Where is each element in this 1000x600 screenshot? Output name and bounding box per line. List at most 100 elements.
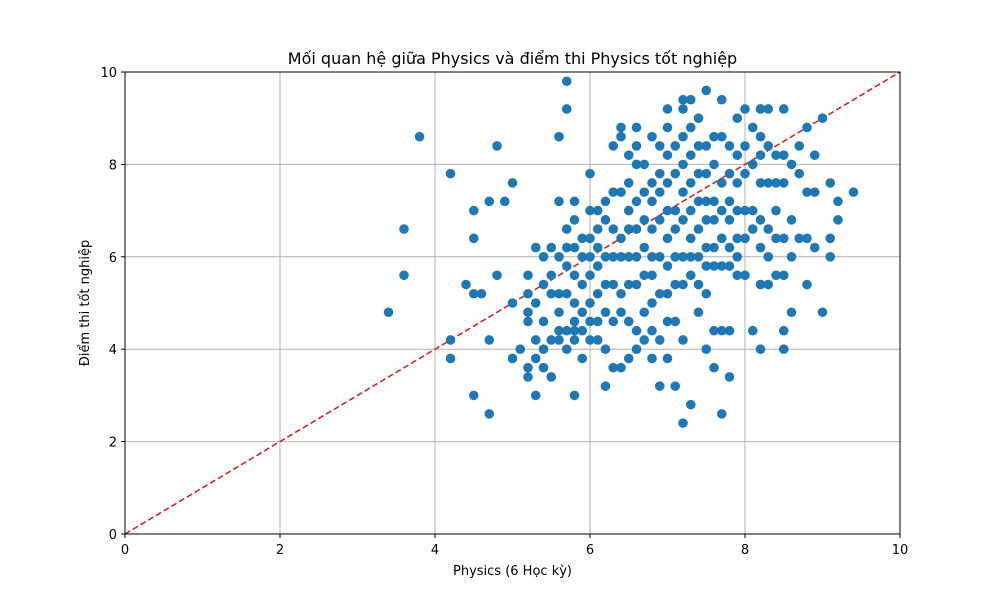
data-point: [484, 196, 495, 207]
data-point: [639, 270, 650, 281]
data-point: [468, 205, 479, 216]
data-point: [786, 159, 797, 170]
data-point: [716, 325, 727, 336]
data-point: [616, 307, 626, 318]
data-point: [569, 215, 580, 225]
data-point: [538, 362, 549, 373]
data-point: [755, 150, 766, 160]
data-point: [600, 344, 611, 355]
x-tick-label: 2: [276, 543, 284, 558]
data-point: [709, 131, 719, 142]
data-point: [670, 381, 681, 391]
data-point: [662, 150, 673, 160]
y-tick-label: 0: [109, 528, 117, 543]
data-point: [794, 168, 805, 179]
data-point: [616, 131, 626, 142]
data-point: [631, 122, 642, 133]
data-point: [561, 288, 572, 299]
data-point: [724, 372, 735, 382]
data-point: [383, 307, 394, 318]
data-point: [546, 335, 557, 345]
data-point: [771, 233, 781, 244]
data-point: [732, 205, 743, 216]
plot-frame: [124, 71, 901, 535]
data-point: [592, 316, 603, 327]
data-point: [569, 316, 580, 327]
data-point: [468, 233, 479, 244]
data-point: [709, 325, 719, 336]
data-point: [825, 233, 836, 244]
data-point: [608, 187, 619, 197]
data-point: [670, 251, 681, 262]
data-point: [647, 196, 657, 207]
data-point: [670, 141, 681, 151]
data-point: [600, 307, 611, 318]
data-point: [523, 372, 533, 382]
data-point: [778, 325, 789, 336]
data-point: [763, 251, 774, 262]
data-point: [569, 390, 580, 401]
data-point: [802, 122, 812, 133]
data-point: [569, 242, 580, 253]
data-point: [709, 362, 719, 373]
data-point: [755, 104, 766, 114]
data-point: [461, 279, 471, 290]
data-point: [561, 104, 572, 114]
data-point: [623, 251, 634, 262]
data-point: [569, 298, 580, 308]
data-point: [561, 325, 572, 336]
data-point: [608, 224, 619, 234]
data-point: [561, 261, 572, 271]
data-point: [802, 233, 812, 244]
data-point: [709, 159, 719, 170]
data-point: [507, 353, 518, 364]
data-point: [538, 344, 549, 355]
data-point: [608, 251, 619, 262]
data-point: [647, 353, 657, 364]
x-tick-label: 8: [741, 543, 749, 558]
data-point: [647, 298, 657, 308]
data-point: [631, 344, 642, 355]
data-point: [546, 270, 557, 281]
data-point: [763, 104, 774, 114]
data-point: [755, 279, 766, 290]
data-point: [600, 251, 611, 262]
data-point: [794, 141, 805, 151]
data-point: [592, 261, 603, 271]
data-point: [685, 399, 696, 410]
data-point: [693, 279, 704, 290]
data-point: [662, 233, 673, 244]
data-point: [747, 224, 758, 234]
data-point: [639, 187, 650, 197]
data-point: [778, 150, 789, 160]
data-point: [786, 251, 797, 262]
data-point: [631, 141, 642, 151]
data-point: [499, 196, 510, 207]
data-point: [546, 242, 557, 253]
data-point: [833, 215, 843, 225]
data-point: [608, 316, 619, 327]
data-point: [678, 418, 688, 428]
data-point: [631, 279, 642, 290]
data-point: [809, 242, 820, 253]
data-point: [492, 270, 502, 281]
data-point: [685, 150, 696, 160]
data-point: [530, 242, 541, 253]
data-point: [546, 288, 557, 299]
y-tick-label: 2: [109, 436, 117, 451]
data-point: [709, 261, 719, 271]
data-point: [631, 196, 642, 207]
data-point: [523, 362, 533, 373]
data-point: [693, 224, 704, 234]
data-point: [631, 159, 642, 170]
data-point: [608, 279, 619, 290]
data-point: [561, 224, 572, 234]
data-point: [616, 251, 626, 262]
data-point: [639, 242, 650, 253]
data-point: [662, 205, 673, 216]
data-point: [647, 224, 657, 234]
data-point: [592, 242, 603, 253]
data-point: [678, 94, 688, 105]
x-tick-label: 6: [586, 543, 594, 558]
data-point: [569, 325, 580, 336]
